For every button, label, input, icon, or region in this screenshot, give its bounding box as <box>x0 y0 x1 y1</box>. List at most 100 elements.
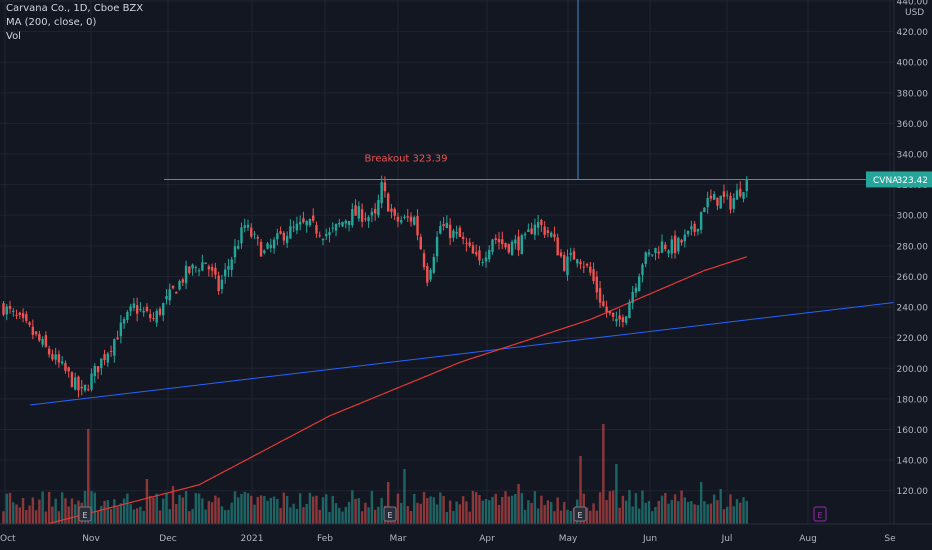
volume-bar <box>315 495 318 524</box>
candle <box>227 258 230 278</box>
volume-bar <box>631 506 634 524</box>
candle-body <box>520 235 524 255</box>
volume-bar <box>455 501 458 524</box>
symbol-title[interactable]: Carvana Co., 1D, Cboe BZX <box>6 3 144 14</box>
volume-bar <box>325 494 328 524</box>
candle-body <box>732 198 735 209</box>
volume-indicator-label[interactable]: Vol <box>6 31 21 42</box>
earnings-marker[interactable]: E <box>813 506 827 522</box>
volume-bar <box>302 507 305 524</box>
candle-body <box>165 295 168 300</box>
x-tick-label: Mar <box>390 534 407 544</box>
candle <box>461 232 465 245</box>
candle <box>654 247 657 261</box>
volume-bar <box>693 504 696 524</box>
candle <box>34 331 38 337</box>
earnings-marker[interactable]: E <box>573 506 587 522</box>
candle <box>279 226 282 235</box>
candle-body <box>191 264 194 269</box>
candle-body <box>253 233 256 235</box>
volume-bar <box>233 491 237 524</box>
candle-body <box>657 251 660 254</box>
candle <box>504 242 507 250</box>
volume-bar <box>696 505 700 524</box>
candle <box>250 223 253 239</box>
time-axis-bg <box>0 524 932 550</box>
candle <box>360 203 364 228</box>
candle <box>452 228 455 242</box>
time-axis: Oct Nov Dec 2021 Feb Mar Apr May Jun Jul Aug Se <box>0 523 932 550</box>
candle-body <box>507 244 510 253</box>
price-axis-bg <box>894 0 932 550</box>
candle-body <box>263 250 266 253</box>
candle-body <box>87 389 90 391</box>
candle <box>276 228 279 246</box>
x-tick-label: Aug <box>799 534 817 544</box>
candle <box>478 245 481 266</box>
candle <box>380 175 383 209</box>
candle <box>373 203 377 221</box>
candle <box>126 310 129 324</box>
earnings-marker[interactable]: E <box>383 506 397 522</box>
candle <box>129 303 132 317</box>
candle-body <box>638 276 641 292</box>
candle-body <box>321 238 325 241</box>
volume-bar <box>341 511 344 524</box>
candle-body <box>628 302 631 319</box>
volume-bar <box>439 492 442 524</box>
currency-label: USD <box>905 8 925 18</box>
volume-bar <box>647 501 651 524</box>
candle-body <box>569 252 572 255</box>
volume-bar <box>461 496 465 524</box>
volume-bar <box>132 509 136 524</box>
ma-indicator-label[interactable]: MA (200, close, 0) <box>6 17 97 28</box>
candle-body <box>611 312 615 317</box>
candle <box>230 256 233 277</box>
volume-bar <box>543 505 546 524</box>
candle-body <box>289 226 292 239</box>
volume-bar <box>546 500 550 524</box>
volume-bar <box>74 504 77 524</box>
candle-body <box>745 179 748 192</box>
candle <box>396 212 400 228</box>
candle <box>217 271 220 295</box>
volume-bar <box>126 493 129 524</box>
volume-bar <box>699 482 703 524</box>
volume-bar <box>422 492 426 524</box>
candle <box>732 193 735 213</box>
volume-bar <box>217 497 220 524</box>
candle <box>546 226 550 238</box>
candle <box>57 350 61 368</box>
candle-body <box>57 354 61 363</box>
volume-bar <box>312 496 315 524</box>
candle-body <box>396 216 400 222</box>
candle <box>165 289 168 305</box>
candle-body <box>400 220 403 223</box>
candle-body <box>517 236 520 251</box>
y-tick-label: 400.00 <box>897 59 929 69</box>
earnings-marker[interactable]: E <box>78 506 92 522</box>
candle <box>429 267 432 282</box>
y-tick-label: 220.00 <box>897 334 929 344</box>
candle <box>651 254 654 257</box>
candle <box>321 238 325 246</box>
candle <box>641 263 644 283</box>
volume-bar <box>135 508 139 524</box>
candle-body <box>295 223 299 231</box>
candle <box>572 247 576 260</box>
volume-bar <box>334 503 338 524</box>
candle <box>41 336 44 348</box>
volume-bar <box>351 490 354 524</box>
volume-bar <box>191 509 194 524</box>
candle-body <box>214 267 217 275</box>
candle-body <box>276 233 279 240</box>
volume-bar <box>533 491 537 524</box>
candle <box>220 274 224 294</box>
earnings-icon: E <box>82 511 87 520</box>
y-tick-label: 420.00 <box>897 28 929 38</box>
candle-body <box>8 306 12 309</box>
volume-bar <box>651 511 654 524</box>
volume-bar <box>673 494 677 524</box>
candle-body <box>576 259 579 264</box>
